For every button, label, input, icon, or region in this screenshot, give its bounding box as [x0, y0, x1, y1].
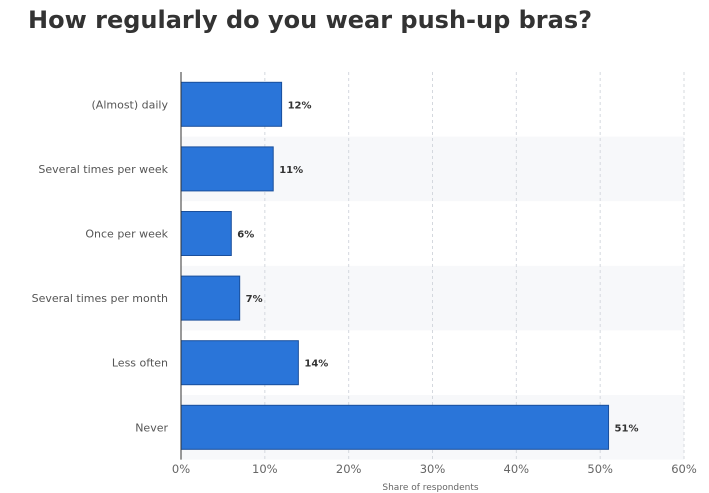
- bar[interactable]: [180, 404, 610, 450]
- x-axis-title: Share of respondents: [382, 483, 479, 493]
- value-label: 51%: [615, 423, 639, 434]
- category-label: (Almost) daily: [92, 98, 169, 111]
- x-tick-label: 30%: [420, 462, 446, 476]
- category-label: Never: [135, 421, 168, 434]
- bar[interactable]: [180, 211, 232, 256]
- bar[interactable]: [180, 146, 274, 192]
- value-labels: 12% 11% 6% 7% 14% 51%: [237, 100, 638, 434]
- bar[interactable]: [180, 81, 283, 127]
- value-label: 7%: [246, 294, 263, 305]
- x-tick-label: 10%: [252, 462, 278, 476]
- x-tick-label: 40%: [504, 462, 530, 476]
- x-tick-label: 20%: [336, 462, 362, 476]
- category-label: Several times per week: [38, 163, 168, 176]
- grid-lines: [264, 72, 685, 460]
- bar[interactable]: [180, 275, 241, 321]
- category-label: Several times per month: [32, 292, 168, 305]
- category-label: Less often: [112, 357, 168, 370]
- value-label: 11%: [279, 165, 303, 176]
- value-label: 14%: [304, 359, 328, 370]
- x-tick-label: 60%: [671, 462, 697, 476]
- chart-title: How regularly do you wear push-up bras?: [28, 6, 593, 34]
- x-tick-labels: 0% 10% 20% 30% 40% 50% 60%: [172, 462, 697, 476]
- value-label: 12%: [288, 100, 312, 111]
- bar[interactable]: [180, 340, 299, 386]
- x-tick-label: 50%: [587, 462, 613, 476]
- category-label: Once per week: [85, 228, 168, 241]
- x-tick-label: 0%: [172, 462, 190, 476]
- category-labels: (Almost) daily Several times per week Once…: [32, 98, 169, 434]
- value-label: 6%: [237, 230, 254, 241]
